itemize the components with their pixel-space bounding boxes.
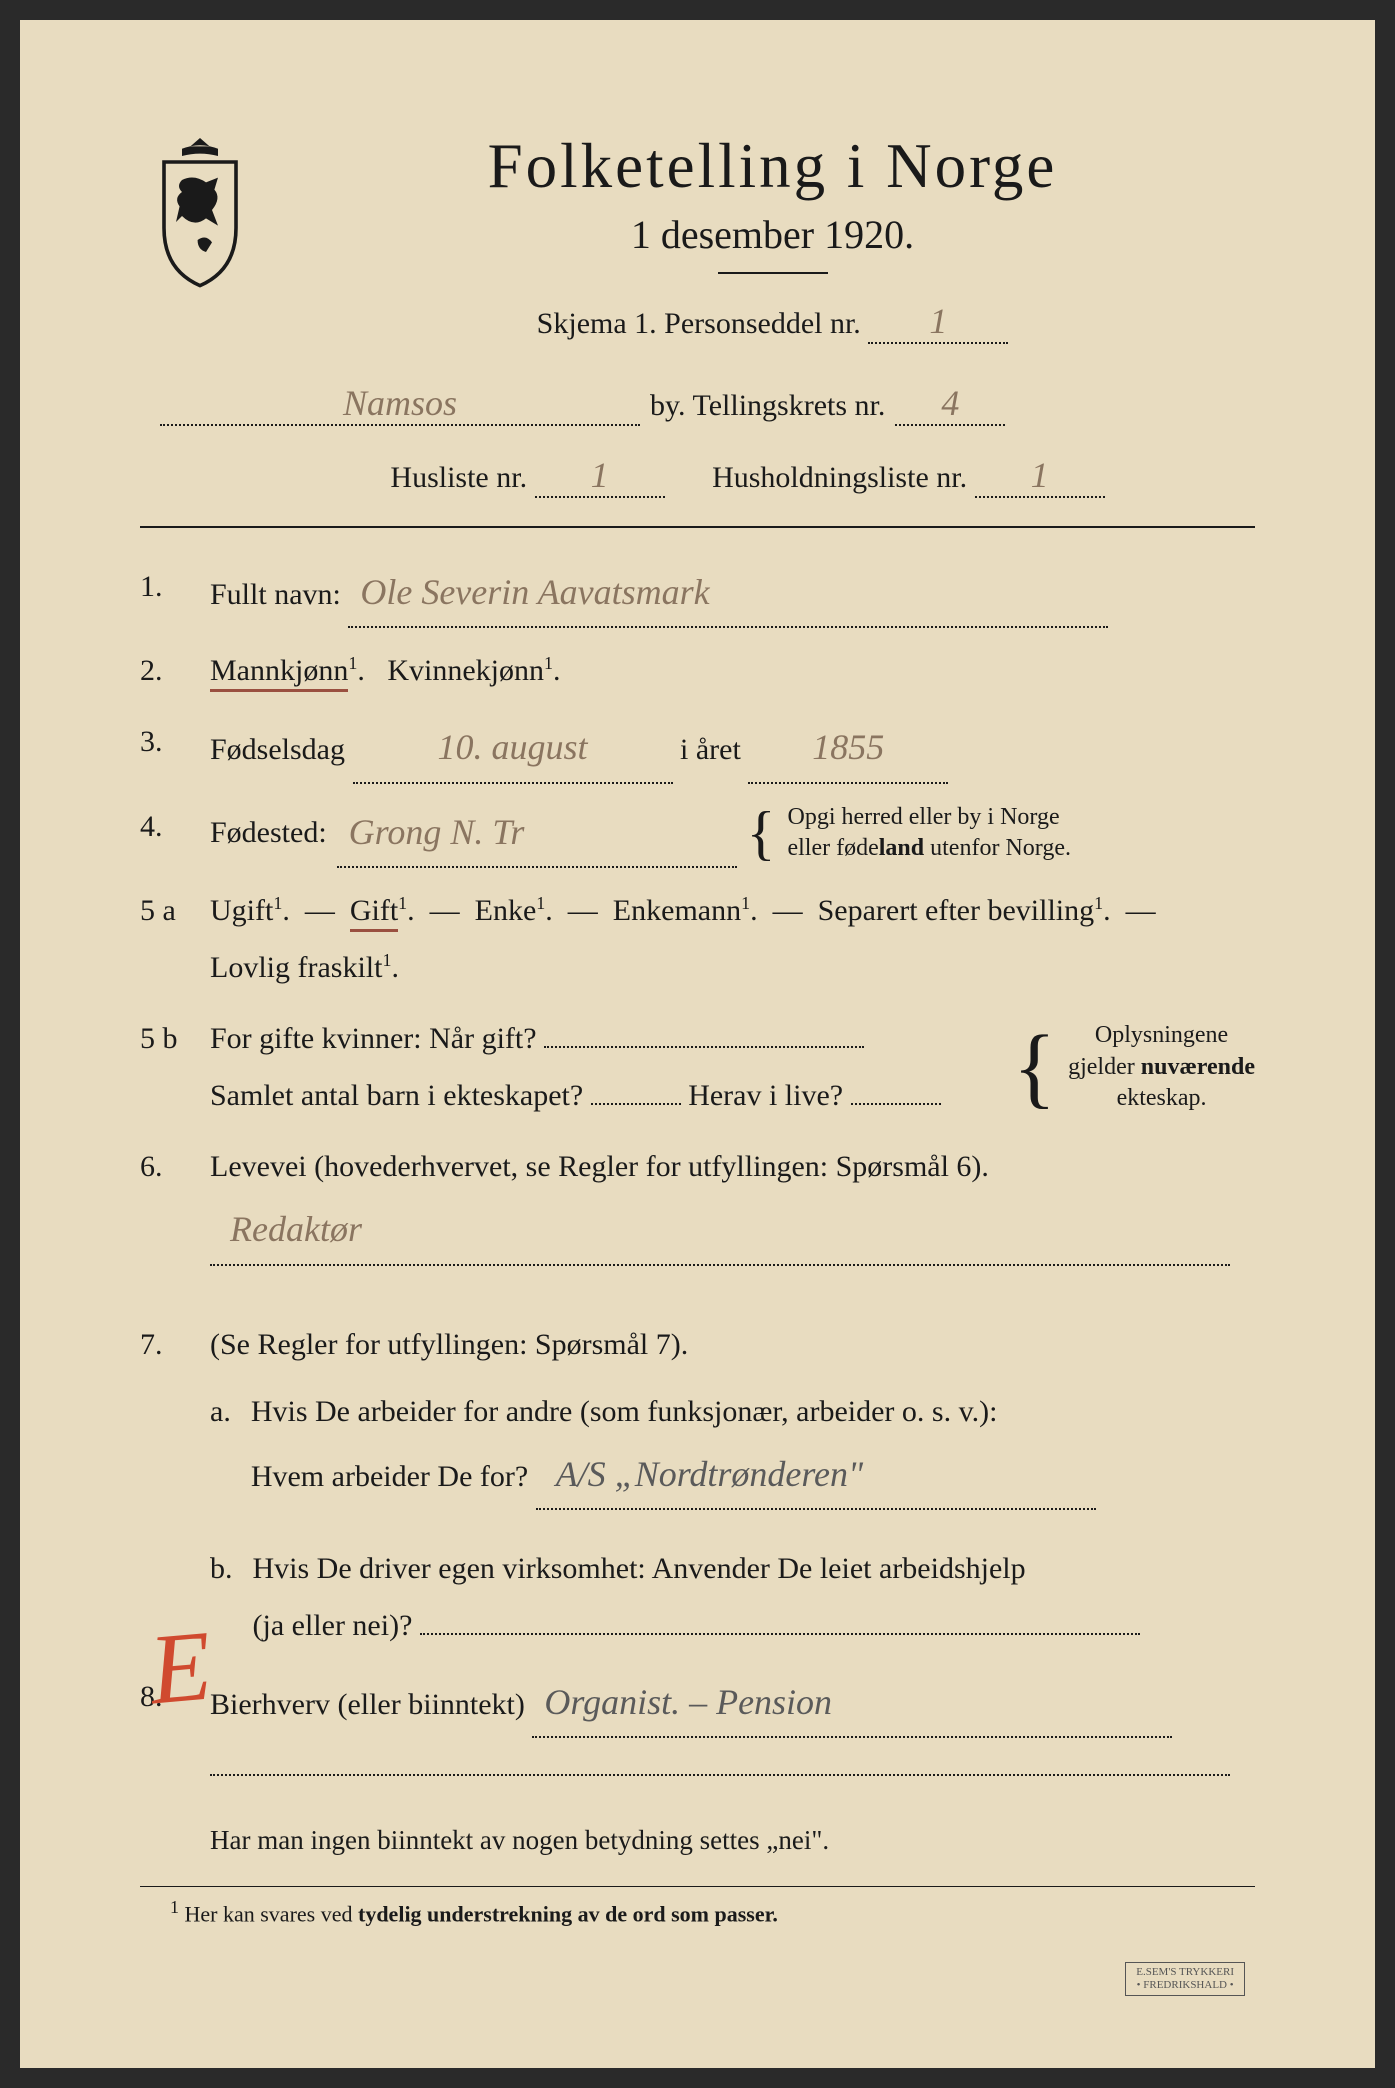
q7a-num: a.	[210, 1383, 231, 1510]
question-7: 7. (Se Regler for utfyllingen: Spørsmål …	[140, 1316, 1255, 1654]
question-6: 6. Levevei (hovederhvervet, se Regler fo…	[140, 1138, 1255, 1265]
divider	[718, 272, 828, 274]
q3-num: 3.	[140, 713, 190, 783]
husliste-line: Husliste nr. 1 Husholdningsliste nr. 1	[140, 454, 1255, 498]
q5b-note-l2b: nuværende	[1141, 1054, 1255, 1080]
husliste-label: Husliste nr.	[390, 461, 527, 494]
q5a-opt-enke[interactable]: Enke	[475, 894, 537, 927]
spacer	[140, 1280, 1255, 1316]
q4-note-l2c: utenfor Norge.	[924, 835, 1071, 861]
q8-label: Bierhverv (eller biinntekt)	[210, 1688, 525, 1721]
q4-note-l2b: land	[879, 835, 924, 861]
footnote: 1 Her kan svares ved tydelig understrekn…	[140, 1897, 1255, 1927]
birthplace-field[interactable]: Grong N. Tr	[337, 798, 737, 868]
q7b-l1: Hvis De driver egen virksomhet: Anvender…	[253, 1552, 1026, 1585]
city-line: Namsos by. Tellingskrets nr. 4	[140, 382, 1255, 426]
question-5b: 5 b For gifte kvinner: Når gift? Samlet …	[140, 1010, 1255, 1124]
q5b-note-l2a: gjelder	[1068, 1054, 1141, 1080]
q3-label1: Fødselsdag	[210, 733, 345, 766]
page-subtitle: 1 desember 1920.	[290, 211, 1255, 258]
q5b-note-l3: ekteskap.	[1117, 1085, 1207, 1111]
city-suffix: by. Tellingskrets nr.	[650, 389, 885, 423]
q4-note: { Opgi herred eller by i Norge eller fød…	[747, 802, 1071, 864]
secondary-occupation-field[interactable]: Organist. – Pension	[532, 1668, 1172, 1738]
question-8: 8. Bierhverv (eller biinntekt) Organist.…	[140, 1668, 1255, 1795]
q2-num: 2.	[140, 642, 190, 699]
page-title: Folketelling i Norge	[290, 130, 1255, 203]
skjema-line: Skjema 1. Personseddel nr. 1	[290, 300, 1255, 344]
q7a-l1: Hvis De arbeider for andre (som funksjon…	[251, 1395, 998, 1428]
children-alive-field[interactable]	[851, 1103, 941, 1105]
q5b-l2a: Samlet antal barn i ekteskapet?	[210, 1079, 583, 1112]
q6-num: 6.	[140, 1138, 190, 1265]
footnote-bold: tydelig understrekning av de ord som pas…	[358, 1902, 778, 1927]
printer-stamp: E.SEM'S TRYKKERI • FREDRIKSHALD •	[1125, 1962, 1245, 1996]
q6-label: Levevei (hovederhvervet, se Regler for u…	[210, 1150, 989, 1183]
children-total-field[interactable]	[591, 1103, 681, 1105]
q5b-l1: For gifte kvinner: Når gift?	[210, 1022, 537, 1055]
footnote-divider	[140, 1886, 1255, 1887]
header-text: Folketelling i Norge 1 desember 1920. Sk…	[290, 130, 1255, 372]
q5a-opt-separert[interactable]: Separert efter bevilling	[818, 894, 1095, 927]
footnote-sup: 1	[170, 1897, 179, 1917]
q5a-opt-fraskilt[interactable]: Lovlig fraskilt	[210, 951, 382, 984]
brace-icon: {	[747, 818, 776, 848]
q5b-note: { Oplysningene gjelder nuværende ekteska…	[1013, 1020, 1255, 1114]
q4-note-l1: Opgi herred eller by i Norge	[787, 804, 1059, 830]
q7b-num: b.	[210, 1540, 233, 1654]
q7-num: 7.	[140, 1316, 190, 1654]
bottom-note: Har man ingen biinntekt av nogen betydni…	[140, 1825, 1255, 1856]
full-name-field[interactable]: Ole Severin Aavatsmark	[348, 558, 1108, 628]
question-3: 3. Fødselsdag 10. august i året 1855	[140, 713, 1255, 783]
question-4: 4. Fødested: Grong N. Tr { Opgi herred e…	[140, 798, 1255, 868]
q5a-opt-ugift[interactable]: Ugift	[210, 894, 273, 927]
husholdning-label: Husholdningsliste nr.	[712, 461, 967, 494]
occupation-field[interactable]: Redaktør	[210, 1195, 1230, 1265]
marriage-year-field[interactable]	[544, 1046, 864, 1048]
q1-num: 1.	[140, 558, 190, 628]
q5b-num: 5 b	[140, 1010, 190, 1124]
q5a-opt-gift[interactable]: Gift	[350, 894, 398, 932]
census-form-page: Folketelling i Norge 1 desember 1920. Sk…	[20, 20, 1375, 2068]
husliste-field[interactable]: 1	[535, 454, 665, 498]
footnote-text: Her kan svares ved	[185, 1902, 359, 1927]
q5b-l2b: Herav i live?	[688, 1079, 843, 1112]
employer-field[interactable]: A/S „Nordtrønderen"	[536, 1440, 1096, 1510]
stamp-l2: • FREDRIKSHALD •	[1137, 1979, 1234, 1991]
question-2: 2. Mannkjønn1. Kvinnekjønn1.	[140, 642, 1255, 699]
birthday-field[interactable]: 10. august	[353, 713, 673, 783]
q5a-opt-enkemann[interactable]: Enkemann	[613, 894, 741, 927]
q3-label2: i året	[680, 733, 741, 766]
personseddel-nr-field[interactable]: 1	[868, 300, 1008, 344]
q2-female-option[interactable]: Kvinnekjønn	[387, 654, 544, 687]
q5a-num: 5 a	[140, 882, 190, 996]
secondary-occupation-field-2[interactable]	[210, 1774, 1230, 1776]
red-annotation: E	[145, 1608, 216, 1728]
skjema-label: Skjema 1. Personseddel nr.	[537, 307, 861, 340]
coat-of-arms-icon	[140, 130, 260, 290]
q7b-l2: (ja eller nei)?	[253, 1609, 413, 1642]
birthyear-field[interactable]: 1855	[748, 713, 948, 783]
section-divider	[140, 526, 1255, 528]
q4-num: 4.	[140, 798, 190, 868]
question-5a: 5 a Ugift1. — Gift1. — Enke1. — Enkemann…	[140, 882, 1255, 996]
question-1: 1. Fullt navn: Ole Severin Aavatsmark	[140, 558, 1255, 628]
q5b-note-l1: Oplysningene	[1095, 1022, 1228, 1048]
hired-help-field[interactable]	[420, 1633, 1140, 1635]
brace-icon: {	[1013, 1045, 1056, 1090]
q4-note-l2a: eller føde	[787, 835, 878, 861]
q1-label: Fullt navn:	[210, 578, 341, 611]
husholdning-field[interactable]: 1	[975, 454, 1105, 498]
header: Folketelling i Norge 1 desember 1920. Sk…	[140, 130, 1255, 372]
tellingskrets-field[interactable]: 4	[895, 382, 1005, 426]
q7-label: (Se Regler for utfyllingen: Spørsmål 7).	[210, 1328, 688, 1361]
q7a-l2: Hvem arbeider De for?	[251, 1460, 528, 1493]
q4-label: Fødested:	[210, 804, 327, 861]
q2-male-option[interactable]: Mannkjønn	[210, 654, 348, 692]
city-field[interactable]: Namsos	[160, 382, 640, 426]
stamp-l1: E.SEM'S TRYKKERI	[1136, 1966, 1234, 1978]
